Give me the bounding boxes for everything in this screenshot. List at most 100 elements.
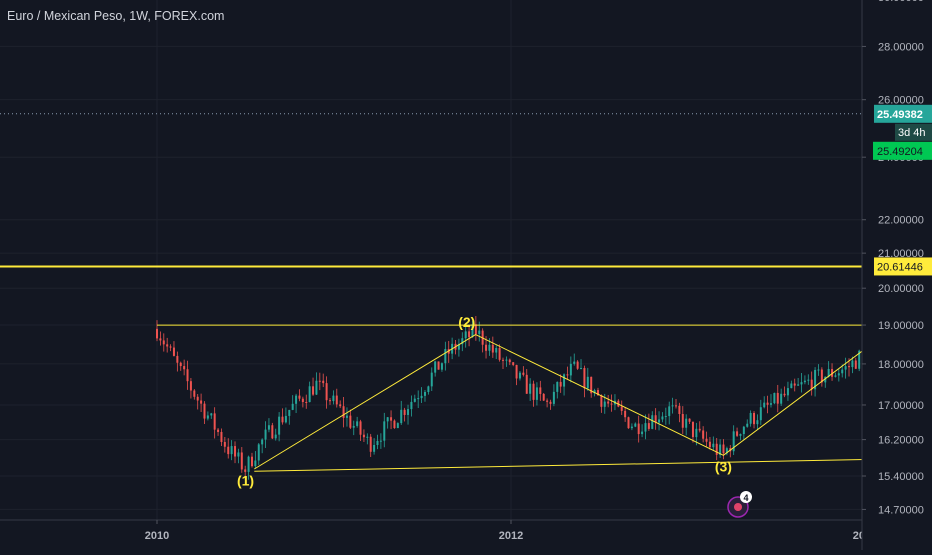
candle-body	[159, 338, 162, 341]
candle-body	[312, 386, 315, 395]
candle-body	[573, 361, 576, 364]
candle-body	[831, 368, 834, 377]
candle-body	[810, 379, 813, 390]
candle-body	[590, 376, 593, 394]
candle-body	[305, 402, 308, 404]
candle-body	[854, 360, 857, 369]
candle-body	[593, 390, 596, 394]
candle-body	[339, 404, 342, 407]
candle-body	[518, 372, 521, 379]
candle-body	[196, 396, 199, 401]
candle-body	[213, 413, 216, 430]
candle-body	[776, 392, 779, 404]
candle-body	[461, 338, 464, 345]
y-tick-label: 18.00000	[878, 359, 924, 371]
candle-body	[206, 415, 209, 419]
y-tick-label: 26.00000	[878, 95, 924, 107]
candle-body	[525, 374, 528, 394]
candle-body	[627, 417, 630, 429]
candle-body	[742, 426, 745, 435]
trend-line	[254, 457, 932, 472]
candle-body	[278, 416, 281, 435]
candle-body	[183, 366, 186, 370]
candle-body	[417, 398, 420, 400]
candle-body	[203, 403, 206, 419]
candle-body	[437, 361, 440, 370]
current-price-text: 25.49382	[877, 109, 923, 121]
candle-body	[410, 401, 413, 410]
candle-body	[322, 380, 325, 384]
candle-body	[800, 382, 803, 385]
candle-body	[814, 369, 817, 390]
candle-body	[596, 390, 599, 396]
candle-body	[193, 390, 196, 397]
candle-body	[793, 383, 796, 386]
candle-body	[491, 344, 494, 353]
candle-body	[169, 346, 172, 348]
candle-body	[495, 348, 498, 353]
candle-body	[356, 421, 359, 426]
candle-body	[434, 361, 437, 373]
x-axis-bg	[0, 520, 862, 550]
candle-body	[288, 409, 291, 416]
chart-title: Euro / Mexican Peso, 1W, FOREX.com	[7, 9, 225, 23]
x-tick-label: 2012	[499, 530, 523, 542]
candle-body	[630, 426, 633, 429]
support-level-tag	[874, 257, 932, 276]
candle-body	[342, 406, 345, 418]
candle-body	[837, 373, 840, 376]
horizontal-levels	[0, 113, 862, 268]
candle-body	[220, 431, 223, 442]
y-tick-label: 20.00000	[878, 283, 924, 295]
candle-body	[325, 383, 328, 401]
badge-count-bg	[740, 491, 752, 503]
candle-body	[457, 344, 460, 350]
candle-body	[366, 436, 369, 438]
candle-body	[267, 425, 270, 430]
candle-body	[179, 362, 182, 367]
candle-body	[512, 362, 515, 365]
candle-body	[712, 443, 715, 448]
candle-body	[284, 415, 287, 423]
candle-body	[824, 376, 827, 383]
candle-body	[749, 412, 752, 424]
candle-body	[549, 401, 552, 404]
candle-body	[841, 369, 844, 374]
candle-body	[803, 380, 806, 383]
candle-body	[210, 413, 213, 416]
candle-body	[240, 452, 243, 470]
candle-body	[478, 330, 481, 335]
candle-body	[746, 423, 749, 427]
candle-body	[505, 359, 508, 361]
candle-body	[535, 387, 538, 400]
candle-body	[827, 368, 830, 377]
countdown-tag	[895, 123, 932, 141]
x-axis[interactable]: 2010201220142016201820202022	[0, 519, 932, 550]
countdown-text: 3d 4h	[898, 127, 926, 139]
candle-body	[440, 363, 443, 370]
candle-body	[189, 381, 192, 391]
candle-body	[708, 441, 711, 448]
candle-body	[539, 387, 542, 394]
current-price-tag	[874, 104, 932, 123]
candle-body	[773, 392, 776, 404]
candle-body	[301, 398, 304, 403]
candle-body	[766, 402, 769, 405]
events-badge[interactable]: 4	[727, 491, 752, 518]
candle-body	[763, 402, 766, 408]
candle-body	[820, 369, 823, 383]
y-tick-label: 22.00000	[878, 215, 924, 227]
candle-body	[162, 340, 165, 345]
candle-body	[403, 409, 406, 415]
candle-body	[698, 428, 701, 431]
candle-body	[420, 395, 423, 399]
candle-body	[498, 348, 501, 360]
candle-body	[651, 415, 654, 429]
y-tick-label: 15.40000	[878, 471, 924, 483]
y-tick-label: 14.70000	[878, 504, 924, 516]
candle-body	[834, 375, 837, 377]
candle-body	[624, 410, 627, 418]
candle-body	[423, 391, 426, 396]
